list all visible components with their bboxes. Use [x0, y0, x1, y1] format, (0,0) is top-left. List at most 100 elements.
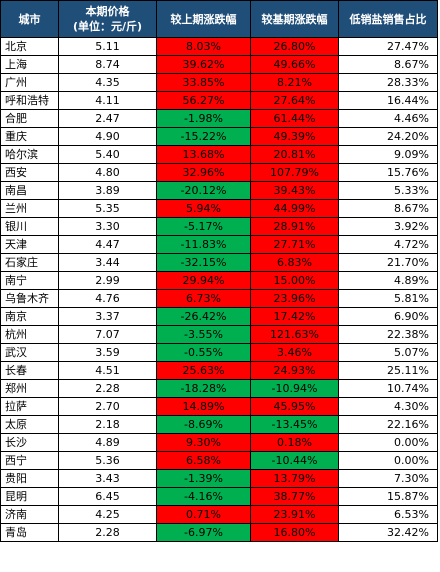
yoy-change-cell: 23.91% — [250, 505, 339, 524]
city-cell: 太原 — [0, 415, 59, 434]
mom-change-cell: 25.63% — [156, 361, 251, 380]
low-sodium-share-cell: 21.70% — [338, 253, 438, 272]
yoy-change-cell: 107.79% — [250, 163, 339, 182]
table-row: 武汉 3.59 -0.55% 3.46% 5.07% — [0, 343, 438, 362]
table-row: 天津 4.47 -11.83% 27.71% 4.72% — [0, 235, 438, 254]
low-sodium-share-cell: 4.30% — [338, 397, 438, 416]
city-cell: 拉萨 — [0, 397, 59, 416]
low-sodium-share-cell: 9.09% — [338, 145, 438, 164]
mom-change-cell: -15.22% — [156, 127, 251, 146]
yoy-change-cell: 24.93% — [250, 361, 339, 380]
mom-change-cell: -3.55% — [156, 325, 251, 344]
header-yoy-change: 较基期涨跌幅 — [250, 0, 339, 38]
yoy-change-cell: 26.80% — [250, 37, 339, 56]
low-sodium-share-cell: 24.20% — [338, 127, 438, 146]
price-cell: 2.28 — [58, 379, 157, 398]
low-sodium-share-cell: 16.44% — [338, 91, 438, 110]
yoy-change-cell: 27.64% — [250, 91, 339, 110]
table-row: 上海 8.74 39.62% 49.66% 8.67% — [0, 55, 438, 74]
yoy-change-cell: 28.91% — [250, 217, 339, 236]
price-cell: 7.07 — [58, 325, 157, 344]
mom-change-cell: -1.98% — [156, 109, 251, 128]
yoy-change-cell: -10.44% — [250, 451, 339, 470]
mom-change-cell: 32.96% — [156, 163, 251, 182]
city-cell: 呼和浩特 — [0, 91, 59, 110]
price-cell: 4.89 — [58, 433, 157, 452]
salt-price-table: 城市 本期价格 (单位：元/斤) 较上期涨跌幅 较基期涨跌幅 低销盐销售占比 北… — [0, 0, 438, 542]
mom-change-cell: -0.55% — [156, 343, 251, 362]
price-cell: 4.90 — [58, 127, 157, 146]
price-cell: 4.47 — [58, 235, 157, 254]
header-row: 城市 本期价格 (单位：元/斤) 较上期涨跌幅 较基期涨跌幅 低销盐销售占比 — [0, 0, 438, 38]
table-row: 南昌 3.89 -20.12% 39.43% 5.33% — [0, 181, 438, 200]
mom-change-cell: 39.62% — [156, 55, 251, 74]
mom-change-cell: 5.94% — [156, 199, 251, 218]
low-sodium-share-cell: 4.72% — [338, 235, 438, 254]
low-sodium-share-cell: 5.07% — [338, 343, 438, 362]
low-sodium-share-cell: 5.81% — [338, 289, 438, 308]
mom-change-cell: 9.30% — [156, 433, 251, 452]
low-sodium-share-cell: 15.87% — [338, 487, 438, 506]
price-cell: 4.11 — [58, 91, 157, 110]
table-row: 济南 4.25 0.71% 23.91% 6.53% — [0, 505, 438, 524]
mom-change-cell: -20.12% — [156, 181, 251, 200]
mom-change-cell: 13.68% — [156, 145, 251, 164]
city-cell: 兰州 — [0, 199, 59, 218]
city-cell: 石家庄 — [0, 253, 59, 272]
yoy-change-cell: 13.79% — [250, 469, 339, 488]
yoy-change-cell: 23.96% — [250, 289, 339, 308]
table-row: 郑州 2.28 -18.28% -10.94% 10.74% — [0, 379, 438, 398]
price-cell: 5.35 — [58, 199, 157, 218]
mom-change-cell: 56.27% — [156, 91, 251, 110]
city-cell: 西宁 — [0, 451, 59, 470]
yoy-change-cell: 27.71% — [250, 235, 339, 254]
mom-change-cell: -8.69% — [156, 415, 251, 434]
low-sodium-share-cell: 10.74% — [338, 379, 438, 398]
table-row: 长沙 4.89 9.30% 0.18% 0.00% — [0, 433, 438, 452]
yoy-change-cell: 20.81% — [250, 145, 339, 164]
city-cell: 西安 — [0, 163, 59, 182]
city-cell: 武汉 — [0, 343, 59, 362]
city-cell: 昆明 — [0, 487, 59, 506]
mom-change-cell: -26.42% — [156, 307, 251, 326]
city-cell: 银川 — [0, 217, 59, 236]
city-cell: 重庆 — [0, 127, 59, 146]
low-sodium-share-cell: 6.53% — [338, 505, 438, 524]
yoy-change-cell: -13.45% — [250, 415, 339, 434]
low-sodium-share-cell: 6.90% — [338, 307, 438, 326]
price-cell: 2.47 — [58, 109, 157, 128]
mom-change-cell: -5.17% — [156, 217, 251, 236]
price-cell: 5.11 — [58, 37, 157, 56]
mom-change-cell: -4.16% — [156, 487, 251, 506]
city-cell: 北京 — [0, 37, 59, 56]
yoy-change-cell: 49.66% — [250, 55, 339, 74]
mom-change-cell: 0.71% — [156, 505, 251, 524]
price-cell: 6.45 — [58, 487, 157, 506]
table-row: 石家庄 3.44 -32.15% 6.83% 21.70% — [0, 253, 438, 272]
yoy-change-cell: 38.77% — [250, 487, 339, 506]
city-cell: 哈尔滨 — [0, 145, 59, 164]
price-cell: 3.89 — [58, 181, 157, 200]
low-sodium-share-cell: 0.00% — [338, 433, 438, 452]
table-row: 西宁 5.36 6.58% -10.44% 0.00% — [0, 451, 438, 470]
low-sodium-share-cell: 3.92% — [338, 217, 438, 236]
yoy-change-cell: 16.80% — [250, 523, 339, 542]
low-sodium-share-cell: 28.33% — [338, 73, 438, 92]
table-row: 乌鲁木齐 4.76 6.73% 23.96% 5.81% — [0, 289, 438, 308]
mom-change-cell: 33.85% — [156, 73, 251, 92]
table-row: 西安 4.80 32.96% 107.79% 15.76% — [0, 163, 438, 182]
city-cell: 天津 — [0, 235, 59, 254]
price-cell: 2.70 — [58, 397, 157, 416]
yoy-change-cell: -10.94% — [250, 379, 339, 398]
city-cell: 南宁 — [0, 271, 59, 290]
yoy-change-cell: 6.83% — [250, 253, 339, 272]
low-sodium-share-cell: 27.47% — [338, 37, 438, 56]
mom-change-cell: -18.28% — [156, 379, 251, 398]
table-row: 北京 5.11 8.03% 26.80% 27.47% — [0, 37, 438, 56]
table-row: 合肥 2.47 -1.98% 61.44% 4.46% — [0, 109, 438, 128]
yoy-change-cell: 8.21% — [250, 73, 339, 92]
city-cell: 郑州 — [0, 379, 59, 398]
city-cell: 青岛 — [0, 523, 59, 542]
table-row: 长春 4.51 25.63% 24.93% 25.11% — [0, 361, 438, 380]
table-row: 青岛 2.28 -6.97% 16.80% 32.42% — [0, 523, 438, 542]
